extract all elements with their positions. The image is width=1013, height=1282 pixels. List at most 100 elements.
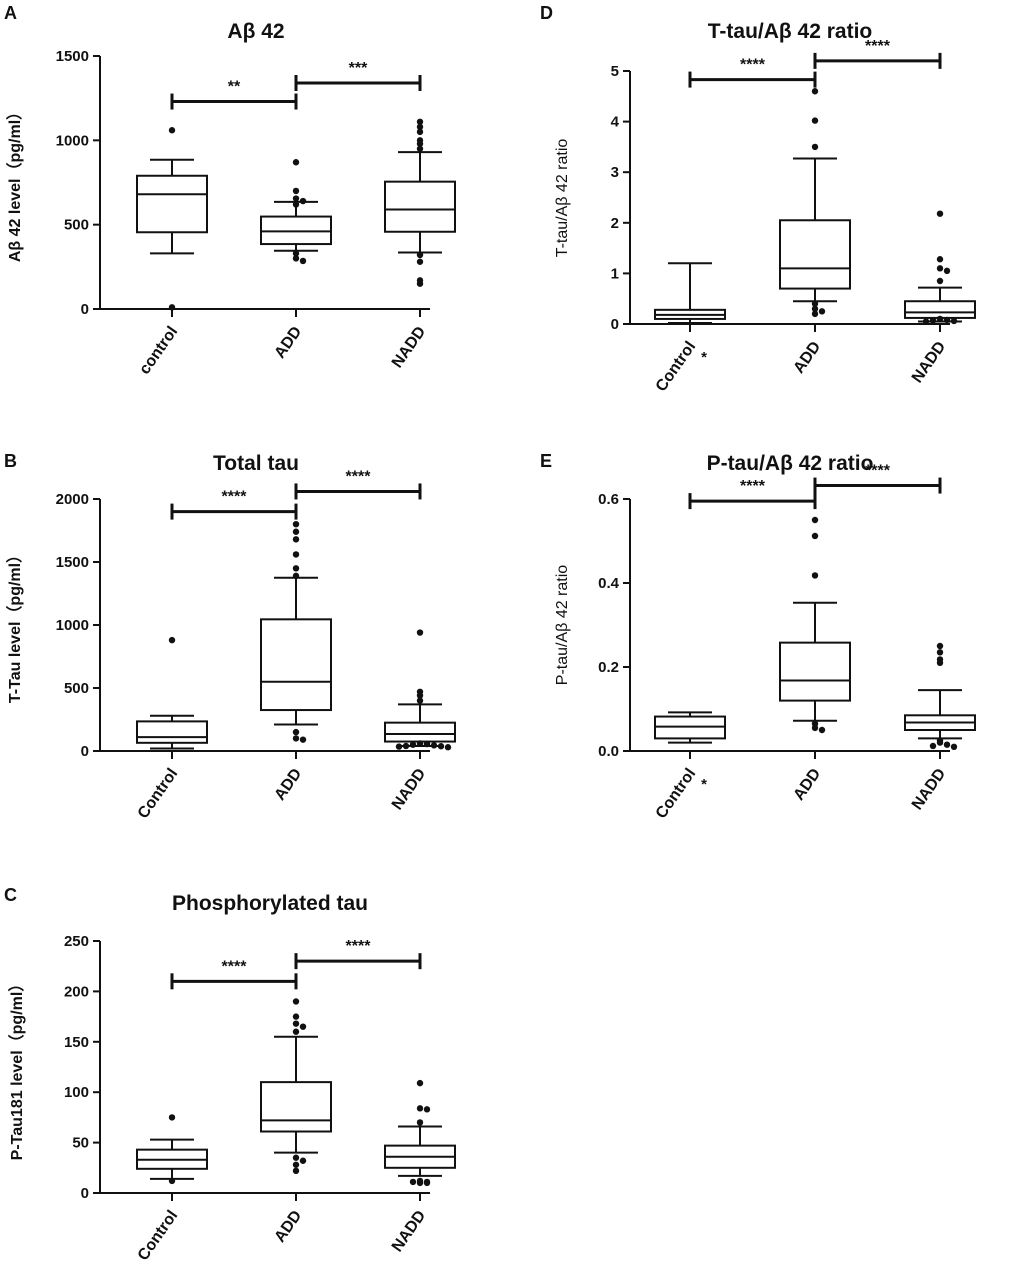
box-control xyxy=(136,127,208,311)
outlier-point xyxy=(299,736,307,743)
outlier-point xyxy=(416,697,424,704)
outlier-point xyxy=(292,528,300,535)
y-tick-label: 2 xyxy=(611,215,619,232)
box-control xyxy=(136,636,208,750)
y-tick-label: 0.2 xyxy=(598,659,619,676)
iqr-box xyxy=(260,215,332,246)
y-tick-label: 1500 xyxy=(56,554,89,571)
iqr-box xyxy=(384,180,456,233)
outlier-point xyxy=(292,1020,300,1027)
outlier-point xyxy=(402,742,410,750)
significance-bracket: **** xyxy=(170,958,298,990)
outlier-point xyxy=(292,159,300,166)
outlier-point xyxy=(416,118,424,125)
iqr-box xyxy=(136,720,208,744)
panel-letter: E xyxy=(540,451,552,471)
chart-title: Aβ 42 xyxy=(227,20,284,43)
outlier-point xyxy=(811,516,819,524)
y-axis-label: P-tau/Aβ 42 ratio xyxy=(554,565,571,685)
y-tick-label: 0 xyxy=(611,316,619,333)
outlier-point xyxy=(409,1178,417,1186)
outlier-point xyxy=(416,1105,424,1112)
box-nadd xyxy=(384,629,456,751)
chart-title: Phosphorylated tau xyxy=(172,892,368,915)
y-tick-label: 500 xyxy=(64,680,89,697)
outlier-point xyxy=(292,536,300,543)
box-add xyxy=(260,159,332,265)
panel-a: A Aβ 42 Aβ 42 level（pg/ml） 0 500 1000 1500 cont… xyxy=(4,3,456,378)
box-add xyxy=(779,516,851,734)
outlier-point xyxy=(292,551,300,558)
significance-label: **** xyxy=(222,958,248,975)
outlier-point xyxy=(811,300,819,307)
box-control xyxy=(136,1114,208,1185)
y-tick-label: 1500 xyxy=(56,48,89,65)
significance-label: *** xyxy=(349,60,368,77)
panel-letter: A xyxy=(4,3,17,23)
y-axis-label: P-Tau181 level（pg/ml） xyxy=(8,976,26,1161)
outlier-point xyxy=(936,649,944,656)
outlier-point xyxy=(936,659,944,666)
y-tick-label: 100 xyxy=(64,1084,89,1101)
outlier-point xyxy=(943,316,951,324)
panel-letter: B xyxy=(4,451,17,471)
y-tick-label: 0.0 xyxy=(598,743,619,760)
significance-label: **** xyxy=(740,478,766,495)
y-axis-label: Aβ 42 level（pg/ml） xyxy=(6,104,24,262)
outlier-point xyxy=(922,318,930,325)
x-tick-label: Control xyxy=(135,766,182,822)
outlier-point xyxy=(936,642,944,650)
iqr-box xyxy=(779,219,851,290)
outlier-point xyxy=(811,724,819,732)
significance-bracket: **** xyxy=(294,468,422,500)
outlier-point xyxy=(416,145,424,152)
annotation-asterisk: * xyxy=(701,776,707,793)
outlier-point xyxy=(292,201,300,208)
outlier-point xyxy=(416,251,424,259)
iqr-box xyxy=(260,1081,332,1133)
x-tick-label: ADD xyxy=(271,324,305,362)
y-tick-label: 0 xyxy=(81,1185,89,1202)
annotation-asterisk: * xyxy=(701,349,707,366)
y-tick-label: 150 xyxy=(64,1034,89,1051)
outlier-point xyxy=(416,258,424,265)
y-tick-label: 1 xyxy=(611,265,619,282)
outlier-point xyxy=(936,256,944,263)
y-tick-label: 5 xyxy=(611,63,619,80)
outlier-point xyxy=(950,317,958,325)
iqr-box xyxy=(260,618,332,712)
significance-bracket: *** xyxy=(294,60,422,91)
significance-bracket: **** xyxy=(813,463,942,494)
box-nadd xyxy=(904,642,976,750)
outlier-point xyxy=(292,735,300,742)
outlier-point xyxy=(437,743,445,750)
outlier-point xyxy=(416,140,424,147)
x-tick-label: NADD xyxy=(909,339,949,387)
y-tick-label: 500 xyxy=(64,217,89,234)
y-tick-label: 2000 xyxy=(56,491,89,508)
outlier-point xyxy=(299,197,307,205)
outlier-point xyxy=(292,1154,300,1161)
y-tick-label: 50 xyxy=(72,1135,89,1152)
outlier-point xyxy=(395,743,403,750)
y-axis-label: T-tau/Aβ 42 ratio xyxy=(554,139,571,258)
outlier-point xyxy=(416,1079,424,1087)
outlier-point xyxy=(416,123,424,131)
iqr-box xyxy=(384,721,456,743)
iqr-box xyxy=(904,300,976,319)
box-control xyxy=(654,262,726,324)
outlier-point xyxy=(299,257,307,265)
x-tick-label: Control xyxy=(135,1208,182,1264)
x-tick-label: ADD xyxy=(790,339,824,377)
outlier-point xyxy=(168,1114,176,1121)
panel-letter: D xyxy=(540,3,553,23)
outlier-point xyxy=(811,532,819,540)
box-control xyxy=(654,711,726,744)
outlier-point xyxy=(416,740,424,747)
outlier-point xyxy=(811,117,819,124)
outlier-point xyxy=(818,308,826,315)
chart-title: T-tau/Aβ 42 ratio xyxy=(708,20,873,43)
y-tick-label: 1000 xyxy=(56,132,89,149)
significance-label: **** xyxy=(865,463,891,480)
